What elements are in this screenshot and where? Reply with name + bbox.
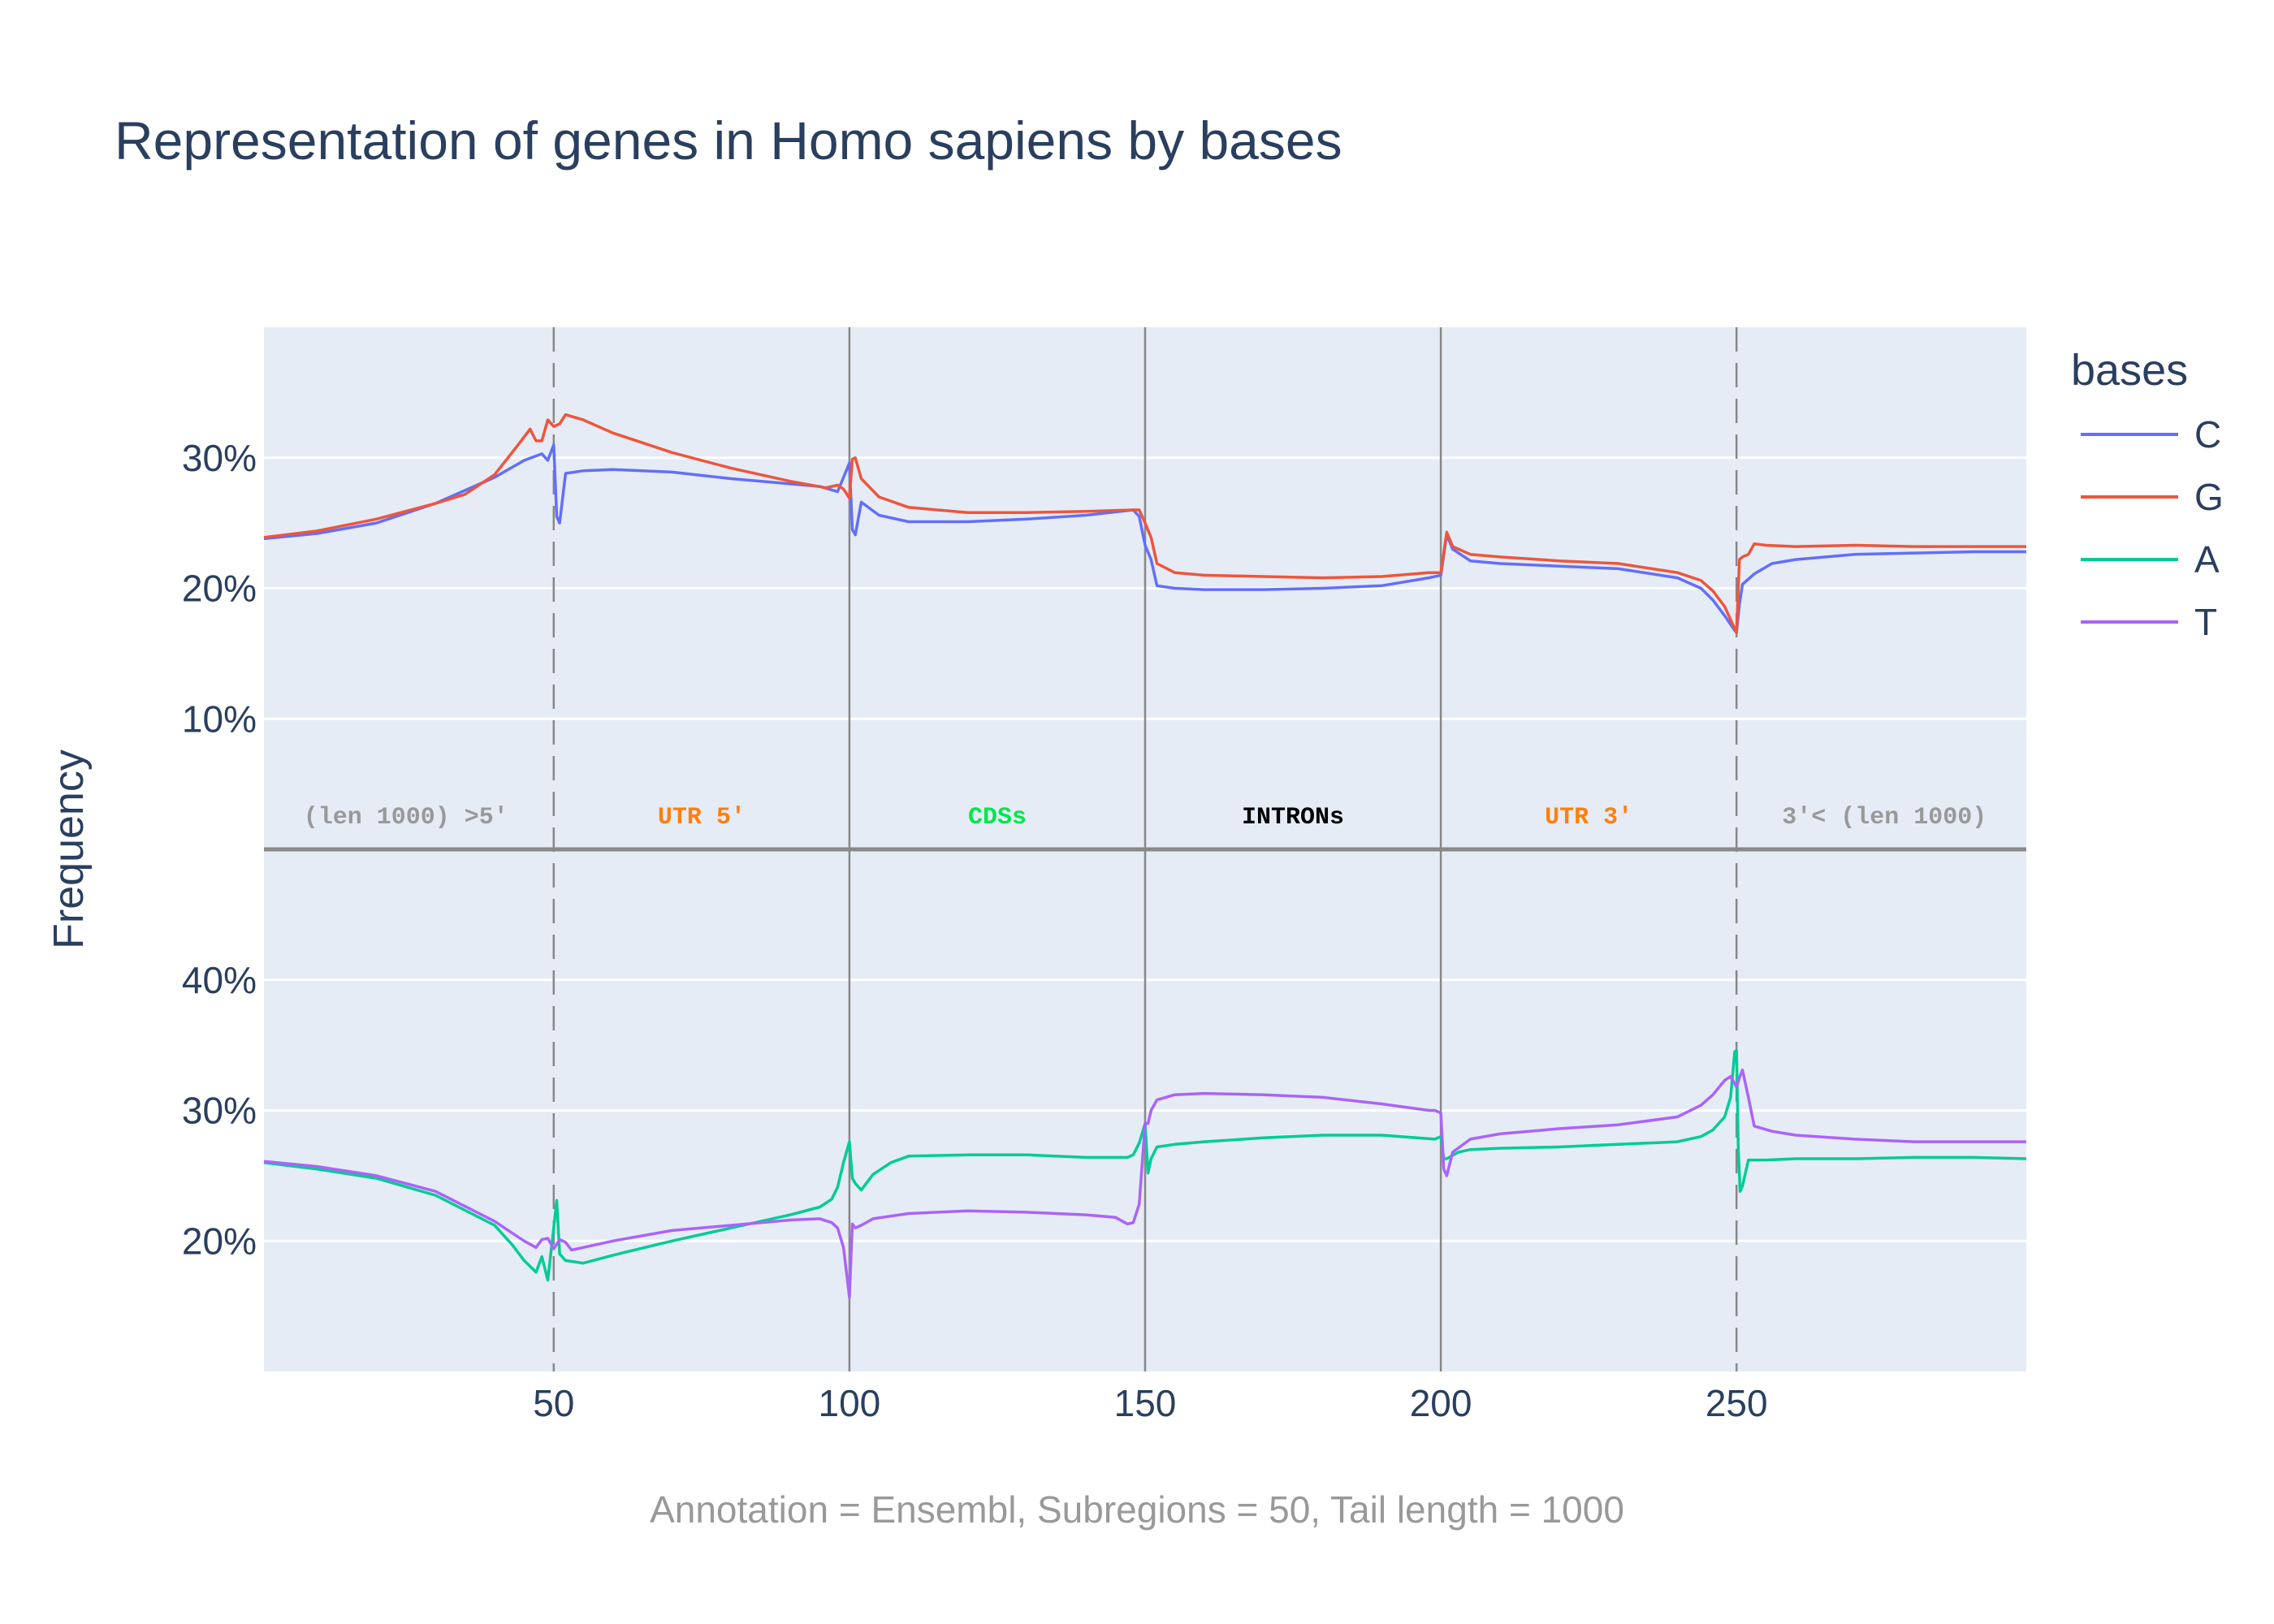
legend-label-T: T bbox=[2194, 601, 2217, 643]
region-label-2: CDSs bbox=[968, 804, 1027, 831]
annotation-note: Annotation = Ensembl, Subregions = 50, T… bbox=[650, 1488, 1624, 1531]
x-tick-label-250: 250 bbox=[1706, 1382, 1768, 1424]
region-label-0: (len 1000) >5' bbox=[304, 804, 508, 831]
y-tick-label-top-30: 30% bbox=[182, 437, 257, 479]
x-tick-label-100: 100 bbox=[819, 1382, 881, 1424]
legend-title: bases bbox=[2071, 346, 2188, 395]
series-line-T bbox=[263, 1068, 2026, 1299]
region-labels: (len 1000) >5' UTR 5' CDSs INTRONs UTR 3' 3'<… bbox=[304, 804, 1987, 831]
y-axis-label: Frequency bbox=[45, 749, 93, 949]
chart-title: Representation of genes in Homo sapiens … bbox=[115, 110, 1342, 171]
series-line-A bbox=[263, 1048, 2027, 1282]
legend-label-G: G bbox=[2194, 476, 2224, 518]
legend-label-A: A bbox=[2194, 538, 2220, 581]
y-tick-label-bottom-20: 20% bbox=[182, 1220, 257, 1262]
series-lines bbox=[263, 412, 2027, 1299]
y-tick-label-top-20: 20% bbox=[182, 568, 257, 610]
y-tick-label-top-10: 10% bbox=[182, 698, 257, 740]
series-line-G bbox=[263, 412, 2026, 634]
region-label-3: INTRONs bbox=[1242, 804, 1344, 831]
axis-ticks: 10% 20% 30% 20% 30% 40% 50 100 150 200 250 bbox=[182, 437, 1768, 1424]
region-label-5: 3'< (len 1000) bbox=[1782, 804, 1987, 831]
series-line-C bbox=[263, 443, 2026, 634]
legend-label-C: C bbox=[2194, 413, 2221, 456]
y-tick-label-bottom-40: 40% bbox=[182, 959, 257, 1001]
x-tick-label-50: 50 bbox=[533, 1382, 574, 1424]
y-tick-label-bottom-30: 30% bbox=[182, 1090, 257, 1132]
region-label-4: UTR 3' bbox=[1545, 804, 1632, 831]
x-tick-label-200: 200 bbox=[1410, 1382, 1472, 1424]
x-tick-label-150: 150 bbox=[1114, 1382, 1177, 1424]
region-label-1: UTR 5' bbox=[658, 804, 746, 831]
